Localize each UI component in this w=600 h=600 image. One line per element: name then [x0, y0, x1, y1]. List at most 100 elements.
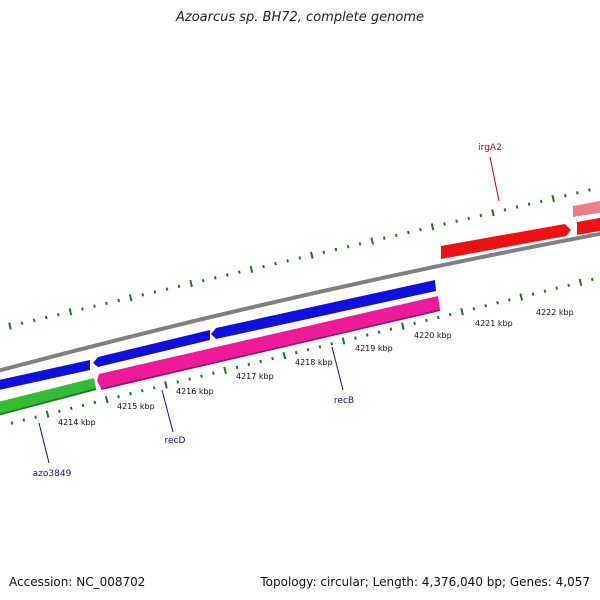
- outer-tick: [165, 287, 169, 291]
- outer-tick: [105, 301, 108, 306]
- inner-tick: [413, 321, 416, 326]
- gene-arrow-blue-2[interactable]: [93, 330, 210, 367]
- inner-tick: [152, 386, 156, 390]
- inner-tick: [437, 315, 440, 320]
- outer-tick: [515, 205, 519, 209]
- gene-label-azo3849[interactable]: azo3849: [33, 469, 72, 479]
- inner-tick-ring: [10, 277, 594, 425]
- outer-tick: [68, 308, 73, 316]
- outer-tick: [153, 290, 157, 294]
- inner-tick: [508, 298, 511, 302]
- outer-tick: [44, 315, 48, 320]
- inner-tick: [578, 278, 583, 286]
- outer-tick: [20, 321, 24, 325]
- inner-tick: [69, 406, 73, 411]
- gene-arrow-red-1[interactable]: [441, 224, 571, 259]
- outer-tick: [322, 250, 326, 255]
- scale-labels: 4214 kbp 4215 kbp 4216 kbp 4217 kbp 4218 kbp…: [58, 308, 574, 427]
- outer-tick: [249, 265, 254, 273]
- outer-tick: [117, 298, 120, 303]
- scale-label: 4214 kbp: [58, 418, 96, 427]
- inner-tick: [377, 330, 381, 334]
- scale-label: 4216 kbp: [176, 387, 214, 396]
- gene-label-recB[interactable]: recB: [334, 396, 354, 406]
- genome-stats-text: Topology: circular; Length: 4,376,040 bp…: [260, 575, 590, 589]
- inner-tick: [140, 389, 144, 393]
- inner-tick: [212, 371, 215, 375]
- gene-label-recD[interactable]: recD: [165, 436, 186, 446]
- outer-tick: [177, 284, 181, 289]
- gene-arrow-light-red[interactable]: [573, 200, 600, 217]
- inner-tick: [484, 304, 488, 308]
- outer-tick: [32, 318, 36, 323]
- inner-tick: [519, 293, 524, 301]
- outer-tick: [334, 247, 338, 252]
- inner-tick: [460, 307, 464, 316]
- outer-tick: [201, 278, 205, 283]
- outer-tick: [539, 199, 543, 204]
- scale-label: 4217 kbp: [236, 372, 274, 381]
- inner-tick: [93, 400, 97, 405]
- gene-arrow-green[interactable]: [0, 378, 96, 416]
- outer-tick: [479, 213, 483, 218]
- inner-tick: [341, 337, 346, 345]
- inner-tick: [223, 366, 227, 374]
- outer-tick: [370, 237, 374, 245]
- callout-line-recB: [331, 346, 344, 391]
- inner-tick: [164, 381, 168, 389]
- inner-tick: [34, 415, 37, 419]
- outer-tick: [588, 188, 591, 192]
- accession-text: Accession: NC_008702: [9, 575, 146, 589]
- gene-arrow-blue-3[interactable]: [211, 280, 436, 339]
- inner-tick: [81, 403, 85, 408]
- inner-tick: [282, 351, 287, 360]
- gene-arrow-blue-1[interactable]: [0, 360, 90, 392]
- inner-tick: [294, 350, 298, 355]
- outer-tick: [443, 222, 446, 226]
- gene-arrow-red-2[interactable]: [577, 217, 600, 235]
- map-title: Azoarcus sp. BH72, complete genome: [175, 10, 425, 25]
- inner-tick: [259, 359, 263, 364]
- outer-tick: [189, 279, 193, 288]
- gene-arrow-pink-shadow: [100, 309, 441, 390]
- outer-tick: [430, 223, 435, 231]
- genome-backbone: [0, 231, 600, 373]
- scale-label: 4218 kbp: [295, 358, 333, 367]
- inner-tick: [496, 301, 499, 305]
- inner-tick: [176, 380, 180, 384]
- outer-tick: [358, 242, 362, 246]
- gene-arrow-green-shadow: [0, 388, 97, 416]
- inner-tick: [448, 312, 452, 317]
- inner-tick: [58, 409, 61, 413]
- scale-label: 4221 kbp: [475, 319, 513, 328]
- outer-tick: [310, 251, 314, 259]
- outer-tick-ring: [8, 188, 591, 330]
- outer-tick: [262, 264, 265, 269]
- callout-line-azo3849: [38, 422, 50, 464]
- outer-tick: [564, 193, 567, 198]
- scale-label: 4222 kbp: [536, 308, 574, 317]
- inner-tick: [590, 277, 594, 282]
- outer-tick: [576, 191, 579, 195]
- callout-line-irgA2: [489, 156, 500, 202]
- inner-tick: [104, 395, 109, 404]
- outer-tick: [467, 216, 471, 221]
- inner-tick: [531, 292, 535, 296]
- gene-label-irgA2[interactable]: irgA2: [478, 143, 502, 153]
- outer-tick: [93, 304, 96, 308]
- scale-label: 4219 kbp: [355, 344, 393, 353]
- outer-tick: [286, 259, 289, 263]
- inner-tick: [318, 345, 322, 349]
- outer-tick: [455, 219, 458, 223]
- inner-tick: [10, 421, 14, 425]
- outer-tick: [81, 307, 84, 311]
- inner-tick: [389, 327, 393, 331]
- gene-arrow-pink[interactable]: [97, 296, 440, 388]
- outer-tick: [298, 256, 302, 260]
- outer-tick: [551, 194, 555, 203]
- outer-tick: [238, 270, 241, 274]
- inner-tick: [401, 322, 405, 330]
- inner-tick: [425, 318, 428, 323]
- inner-tick: [365, 333, 369, 337]
